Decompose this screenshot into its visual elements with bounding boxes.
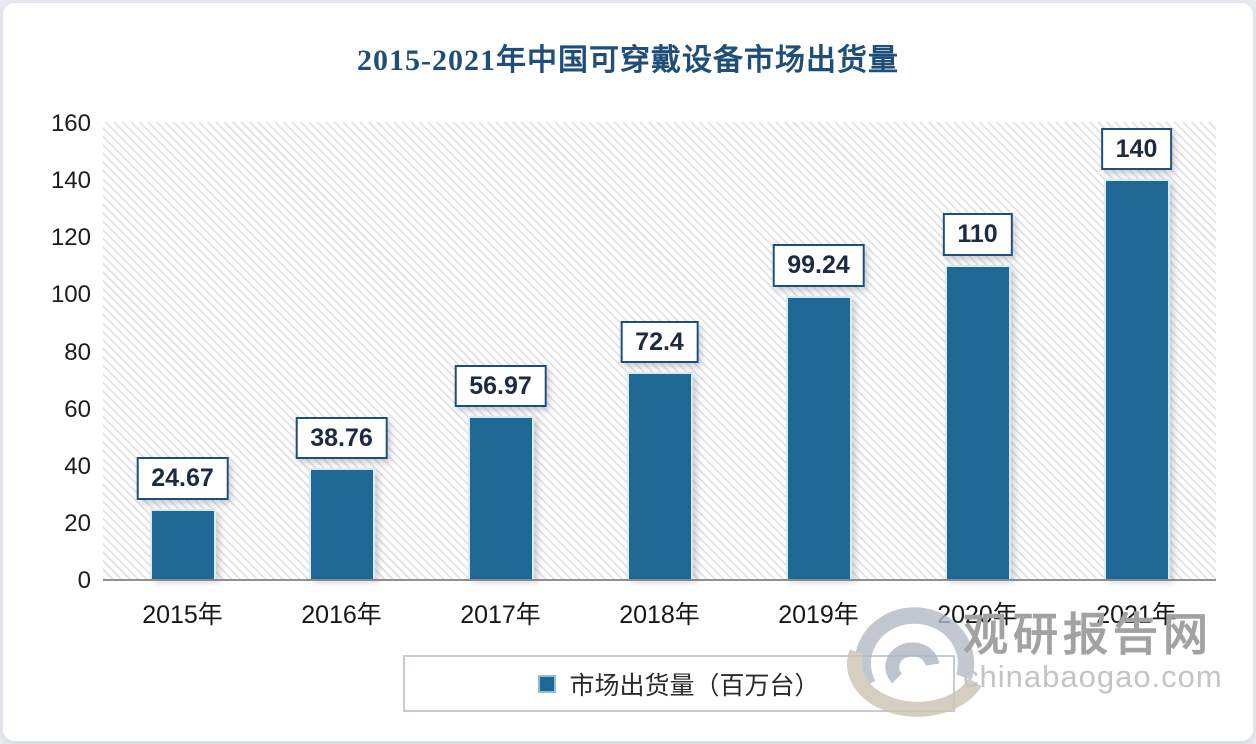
value-label: 38.76 [295, 416, 388, 460]
bar-2021年 [1103, 179, 1170, 579]
value-label: 56.97 [454, 364, 547, 408]
y-axis: 0 20 40 60 80 100 120 140 160 [3, 110, 91, 594]
bar-2020年 [944, 264, 1011, 579]
y-tick-label: 100 [50, 281, 91, 309]
x-tick-label: 2020年 [937, 601, 1018, 629]
y-tick-label: 140 [50, 167, 91, 195]
y-tick-label: 20 [64, 509, 91, 537]
plot-area: 24.67 38.76 56.97 72.4 99.24 110 140 [103, 122, 1216, 581]
value-label: 110 [942, 213, 1013, 256]
bar-slot: 24.67 [103, 122, 262, 579]
bar-2018年 [626, 372, 693, 579]
y-tick-label: 0 [77, 567, 91, 594]
x-tick-label: 2016年 [301, 601, 382, 629]
x-tick-label: 2017年 [460, 601, 541, 629]
bar-2016年 [308, 468, 375, 579]
bar-2019年 [785, 295, 852, 579]
value-label: 72.4 [620, 320, 699, 364]
bar-slot: 140 [1057, 122, 1216, 579]
y-tick-label: 60 [64, 395, 91, 423]
y-tick-label: 120 [50, 224, 91, 252]
bar-slot: 72.4 [580, 122, 739, 579]
bar-2015年 [149, 508, 216, 579]
watermark-site-url: chinabaogao.com [963, 658, 1223, 694]
legend: 市场出货量（百万台） [403, 655, 955, 712]
y-tick-label: 40 [64, 452, 91, 480]
x-tick-label: 2015年 [142, 601, 223, 629]
x-tick-label: 2021年 [1096, 601, 1177, 629]
legend-marker-icon [538, 674, 557, 693]
legend-label: 市场出货量（百万台） [569, 671, 820, 700]
y-tick-label: 160 [50, 110, 91, 137]
bar-slot: 38.76 [262, 122, 421, 579]
x-tick-label: 2019年 [778, 601, 859, 629]
y-tick-label: 80 [64, 338, 91, 366]
bar-2017年 [467, 416, 534, 579]
chart-title: 2015-2021年中国可穿戴设备市场出货量 [357, 44, 899, 77]
value-label: 99.24 [772, 244, 865, 287]
bar-slot: 56.97 [421, 122, 580, 579]
bar-slot: 99.24 [739, 122, 898, 579]
value-label: 140 [1100, 127, 1173, 171]
bar-slot: 110 [898, 122, 1057, 579]
value-label: 24.67 [136, 457, 229, 500]
x-tick-label: 2018年 [619, 601, 700, 629]
x-axis-labels: 2015年 2016年 2017年 2018年 2019年 2020年 2021年 [103, 595, 1216, 631]
